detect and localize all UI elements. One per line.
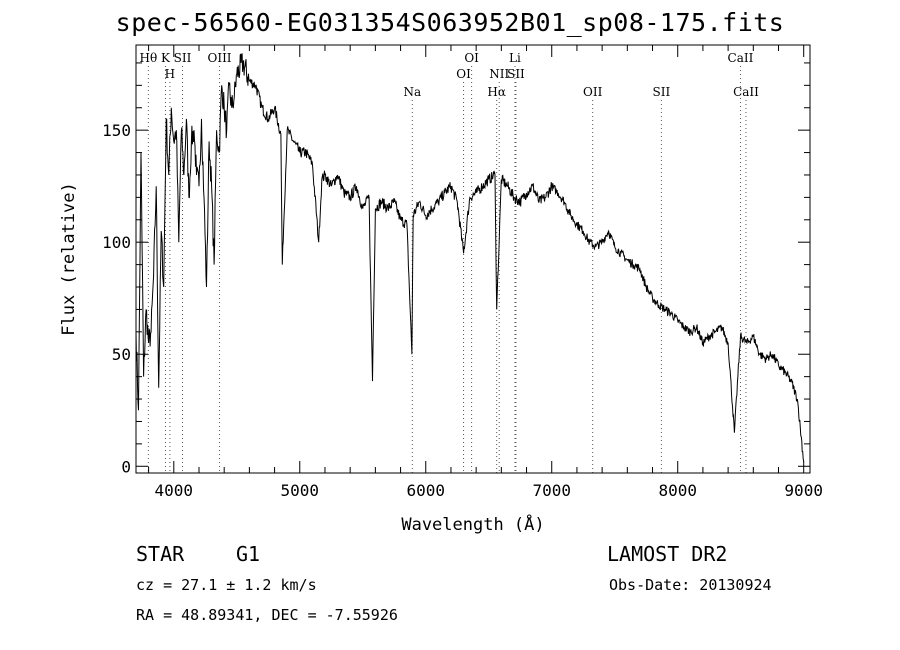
x-tick-label: 4000 <box>155 481 194 500</box>
line-marker-label: NII <box>489 67 509 81</box>
line-marker-label: SII <box>507 67 525 81</box>
line-marker-label: OI <box>464 51 479 65</box>
line-marker-label: OII <box>583 85 603 99</box>
object-class: STAR <box>136 542 185 566</box>
x-tick-label: 9000 <box>784 481 823 500</box>
y-tick-label: 150 <box>102 121 131 140</box>
line-marker-label: CaII <box>728 51 754 65</box>
redshift-cz: cz = 27.1 ± 1.2 km/s <box>136 576 317 594</box>
observation-date: Obs-Date: 20130924 <box>609 576 772 594</box>
line-marker-label: K <box>161 51 171 65</box>
x-tick-label: 8000 <box>658 481 697 500</box>
x-axis-label: Wavelength (Å) <box>401 513 544 535</box>
line-marker-label: Li <box>509 51 521 65</box>
y-tick-label: 0 <box>121 457 131 476</box>
line-marker-label: Hθ <box>139 51 157 65</box>
x-tick-label: 6000 <box>406 481 445 500</box>
y-tick-label: 100 <box>102 233 131 252</box>
flux-line <box>135 53 805 462</box>
x-tick-label: 7000 <box>532 481 571 500</box>
line-marker-label: CaII <box>733 85 759 99</box>
y-axis: 0 50 100 150 <box>102 62 810 476</box>
y-axis-label: Flux (relative) <box>59 182 79 336</box>
line-marker-label: SII <box>174 51 192 65</box>
line-marker-label: H <box>165 67 175 81</box>
line-marker-label: Na <box>403 85 421 99</box>
y-tick-label: 50 <box>112 345 131 364</box>
x-axis: 4000 5000 6000 7000 8000 9000 <box>148 45 823 500</box>
line-marker-label: OIII <box>207 51 231 65</box>
object-subclass: G1 <box>236 542 261 566</box>
line-marker-label: OI <box>456 67 471 81</box>
coordinates: RA = 48.89341, DEC = -7.55926 <box>136 606 398 624</box>
x-tick-label: 5000 <box>281 481 320 500</box>
chart-title: spec-56560-EG031354S063952B01_sp08-175.f… <box>115 8 785 37</box>
survey-name: LAMOST DR2 <box>607 542 728 566</box>
flux-series <box>135 53 805 462</box>
line-marker-label: SII <box>652 85 670 99</box>
plot-frame <box>135 44 811 474</box>
line-marker-label: Hα <box>487 85 506 99</box>
